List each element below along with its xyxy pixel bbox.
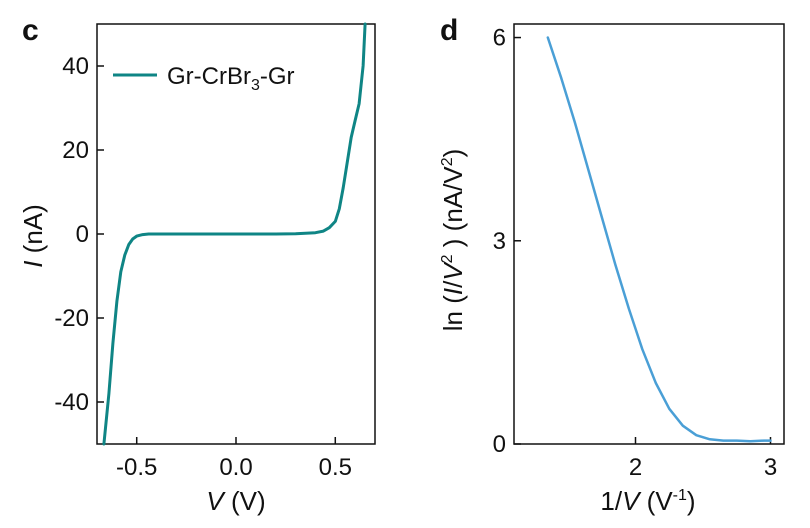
x-tick-label: 0.0	[219, 454, 252, 481]
series-line-d	[546, 36, 772, 443]
ticks-d: 2 3 0 3 6	[493, 25, 778, 481]
x-axis-label-d: 1/V (V-1)	[600, 486, 695, 516]
y-tick-label: -40	[54, 389, 89, 416]
y-axis-label-d: ln (I/V2 ) (nA/V2)	[438, 149, 468, 332]
x-tick-label: 0.5	[319, 454, 352, 481]
chart-c: c -0.5 0.0 0.5 -40 -20 0 20 40 Gr-CrBr3-Gr V (V…	[18, 14, 376, 516]
y-tick-label: 20	[62, 137, 89, 164]
y-axis-label-c: I (nA)	[18, 204, 48, 268]
ticks-c: -0.5 0.0 0.5 -40 -20 0 20 40	[54, 53, 352, 481]
x-tick-label: 3	[764, 454, 777, 481]
y-tick-label: 40	[62, 53, 89, 80]
panel-label-c: c	[22, 14, 39, 47]
y-tick-label: 0	[76, 221, 89, 248]
x-tick-label: 2	[629, 454, 642, 481]
series-line-c	[102, 22, 367, 446]
y-tick-label: -20	[54, 305, 89, 332]
y-tick-label: 3	[493, 228, 506, 255]
y-tick-label: 0	[493, 431, 506, 458]
legend-label-c: Gr-CrBr3-Gr	[167, 63, 295, 94]
legend-c: Gr-CrBr3-Gr	[113, 63, 295, 94]
y-tick-label: 6	[493, 25, 506, 52]
panel-label-d: d	[440, 14, 458, 47]
chart-d: d 2 3 0 3 6 1/V (V-1) ln (I/V2 ) (nA/V2)	[438, 14, 785, 516]
x-tick-label: -0.5	[116, 454, 157, 481]
plot-frame-d	[513, 23, 785, 445]
x-axis-label-c: V (V)	[206, 486, 265, 516]
